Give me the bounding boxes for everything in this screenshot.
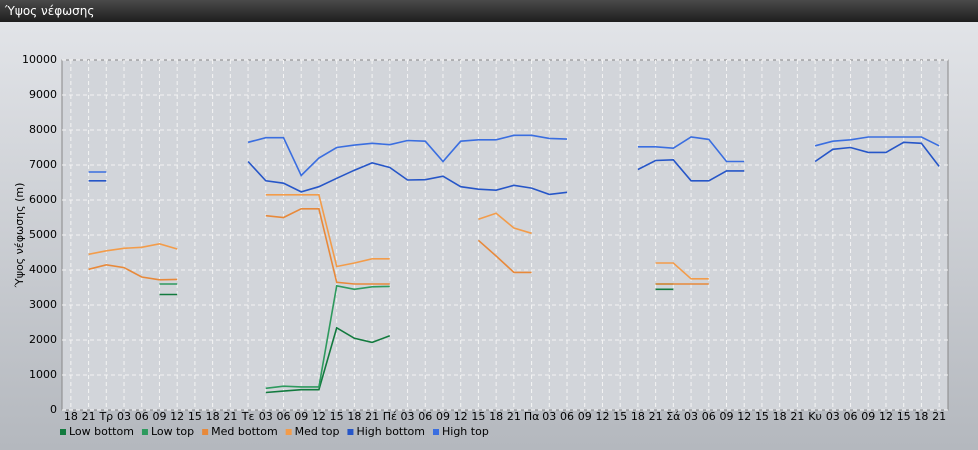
series-line — [159, 288, 674, 394]
x-tick-label: 21 — [365, 410, 379, 423]
x-tick-label: 06 — [844, 410, 858, 423]
x-tick-label: 21 — [507, 410, 521, 423]
x-tick-label: 18 — [206, 410, 220, 423]
x-tick-label: 09 — [861, 410, 875, 423]
x-tick-label: 06 — [560, 410, 574, 423]
legend-label: Med top — [295, 425, 340, 438]
x-tick-label: 03 — [259, 410, 273, 423]
title-bar: Ύψος νέφωσης — [0, 0, 978, 22]
x-tick-label: 15 — [330, 410, 344, 423]
x-tick-label: 15 — [613, 410, 627, 423]
x-tick-label: 06 — [702, 410, 716, 423]
x-tick-label: 12 — [879, 410, 893, 423]
x-tick-label: Τρ — [98, 410, 113, 423]
x-tick-label: 21 — [649, 410, 663, 423]
x-tick-label: 12 — [454, 410, 468, 423]
legend-label: High bottom — [356, 425, 425, 438]
y-tick-label: 2000 — [29, 333, 57, 346]
series-line — [88, 194, 709, 280]
x-tick-label: Πα — [524, 410, 540, 423]
legend-swatch — [433, 429, 439, 435]
legend-label: Low top — [151, 425, 194, 438]
legend-swatch — [202, 429, 209, 435]
y-tick-label: 6000 — [29, 193, 57, 206]
legend-label: High top — [442, 425, 489, 438]
y-tick-label: 5000 — [29, 228, 57, 241]
x-tick-label: 18 — [631, 410, 645, 423]
x-tick-label: 03 — [826, 410, 840, 423]
x-tick-label: 03 — [117, 410, 131, 423]
x-tick-label: 09 — [436, 410, 450, 423]
legend-swatch — [347, 429, 354, 435]
x-tick-label: 18 — [64, 410, 78, 423]
x-tick-label: 06 — [418, 410, 432, 423]
x-tick-label: 18 — [914, 410, 928, 423]
x-tick-label: 03 — [401, 410, 415, 423]
x-tick-label: Πέ — [383, 410, 397, 423]
y-tick-label: 8000 — [29, 123, 57, 136]
x-tick-label: Κυ — [808, 410, 822, 423]
y-axis-label: Ύψος νέφωσης (m) — [13, 183, 26, 289]
y-tick-label: 0 — [50, 403, 57, 416]
series-line — [88, 141, 940, 196]
x-tick-label: 21 — [932, 410, 946, 423]
x-tick-label: 15 — [471, 410, 485, 423]
x-tick-label: 15 — [897, 410, 911, 423]
x-tick-label: 09 — [294, 410, 308, 423]
series-line — [88, 134, 940, 177]
y-tick-label: 3000 — [29, 298, 57, 311]
x-tick-label: 18 — [347, 410, 361, 423]
legend-label: Low bottom — [69, 425, 134, 438]
x-tick-label: 06 — [135, 410, 149, 423]
x-tick-label: 12 — [737, 410, 751, 423]
x-tick-label: 18 — [773, 410, 787, 423]
x-tick-label: 03 — [542, 410, 556, 423]
x-tick-label: 21 — [790, 410, 804, 423]
legend-swatch — [141, 429, 148, 435]
x-tick-label: Τε — [241, 410, 255, 423]
legend-swatch — [60, 429, 66, 435]
y-tick-label: 10000 — [22, 53, 57, 66]
x-tick-label: 09 — [720, 410, 734, 423]
x-tick-label: 03 — [684, 410, 698, 423]
x-tick-label: 15 — [755, 410, 769, 423]
x-tick-label: 18 — [489, 410, 503, 423]
series-line — [88, 208, 709, 285]
x-tick-label: 09 — [152, 410, 166, 423]
x-tick-label: 12 — [595, 410, 609, 423]
y-tick-label: 1000 — [29, 368, 57, 381]
x-tick-label: 15 — [188, 410, 202, 423]
x-tick-label: 06 — [277, 410, 291, 423]
x-tick-label: Σά — [666, 410, 680, 423]
legend-swatch — [285, 429, 292, 435]
x-tick-label: 09 — [578, 410, 592, 423]
x-tick-label: 21 — [82, 410, 96, 423]
y-tick-label: 7000 — [29, 158, 57, 171]
legend-label: Med bottom — [211, 425, 278, 438]
y-tick-label: 9000 — [29, 88, 57, 101]
x-tick-label: 21 — [223, 410, 237, 423]
y-tick-label: 4000 — [29, 263, 57, 276]
x-tick-label: 12 — [170, 410, 184, 423]
x-tick-label: 12 — [312, 410, 326, 423]
